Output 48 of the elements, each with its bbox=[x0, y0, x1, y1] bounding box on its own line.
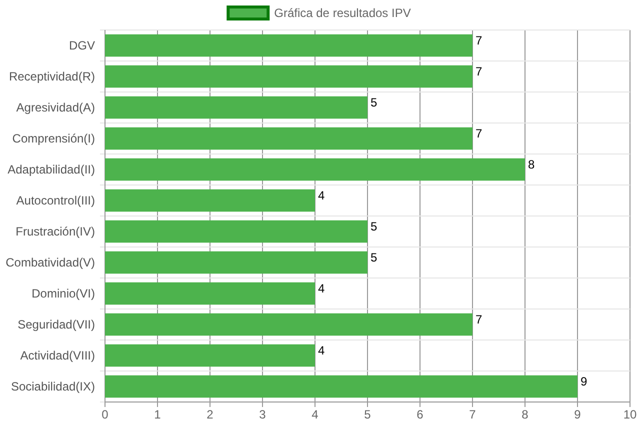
data-label: 4 bbox=[318, 188, 325, 202]
bar bbox=[105, 220, 368, 243]
data-label: 8 bbox=[528, 157, 535, 172]
bar bbox=[105, 313, 472, 336]
data-label: 9 bbox=[580, 374, 588, 388]
bar bbox=[105, 189, 315, 212]
y-tick-label: DGV bbox=[68, 38, 95, 52]
bar bbox=[105, 158, 525, 181]
data-label: 4 bbox=[318, 343, 325, 358]
bar bbox=[105, 34, 472, 57]
bar bbox=[105, 251, 368, 274]
y-tick-label: Adaptabilidad(II) bbox=[8, 162, 95, 176]
bar bbox=[105, 282, 315, 305]
x-tick-label: 4 bbox=[312, 408, 319, 422]
x-tick-label: 5 bbox=[364, 408, 372, 422]
y-tick-label: Receptividad(R) bbox=[8, 69, 95, 84]
y-tick-label: Comprensión(I) bbox=[12, 131, 95, 146]
y-tick-label: Sociabilidad(IX) bbox=[10, 379, 95, 394]
data-label: 5 bbox=[370, 250, 378, 264]
x-tick-label: 10 bbox=[623, 408, 637, 422]
data-label: 7 bbox=[476, 126, 482, 140]
y-tick-label: Combatividad(V) bbox=[6, 255, 95, 270]
data-label: 7 bbox=[476, 33, 482, 48]
data-label: 4 bbox=[318, 281, 325, 296]
y-tick-label: Actividad(VIII) bbox=[20, 348, 95, 362]
x-tick-label: 8 bbox=[522, 408, 529, 422]
y-tick-label: Seguridad(VII) bbox=[18, 317, 95, 332]
data-label: 5 bbox=[370, 219, 378, 234]
data-label: 7 bbox=[476, 312, 482, 326]
legend-label: Gráfica de resultados IPV bbox=[274, 6, 411, 20]
y-tick-label: Autocontrol(III) bbox=[16, 193, 95, 208]
bar bbox=[105, 65, 472, 88]
y-tick-label: Frustración(IV) bbox=[16, 224, 95, 238]
bar bbox=[105, 344, 315, 367]
x-tick-label: 6 bbox=[416, 408, 424, 422]
bar bbox=[105, 96, 368, 119]
data-label: 5 bbox=[370, 95, 378, 110]
x-tick-label: 7 bbox=[469, 408, 476, 422]
x-tick-label: 2 bbox=[206, 408, 214, 422]
y-tick-label: Dominio(VI) bbox=[32, 286, 95, 300]
x-tick-label: 3 bbox=[259, 408, 266, 422]
bar bbox=[105, 375, 578, 398]
bar bbox=[105, 127, 472, 150]
data-label: 7 bbox=[476, 64, 482, 78]
x-tick-label: 1 bbox=[154, 408, 162, 422]
x-tick-label: 0 bbox=[102, 408, 109, 422]
y-tick-label: Agresividad(A) bbox=[16, 100, 95, 114]
x-tick-label: 9 bbox=[574, 408, 582, 422]
